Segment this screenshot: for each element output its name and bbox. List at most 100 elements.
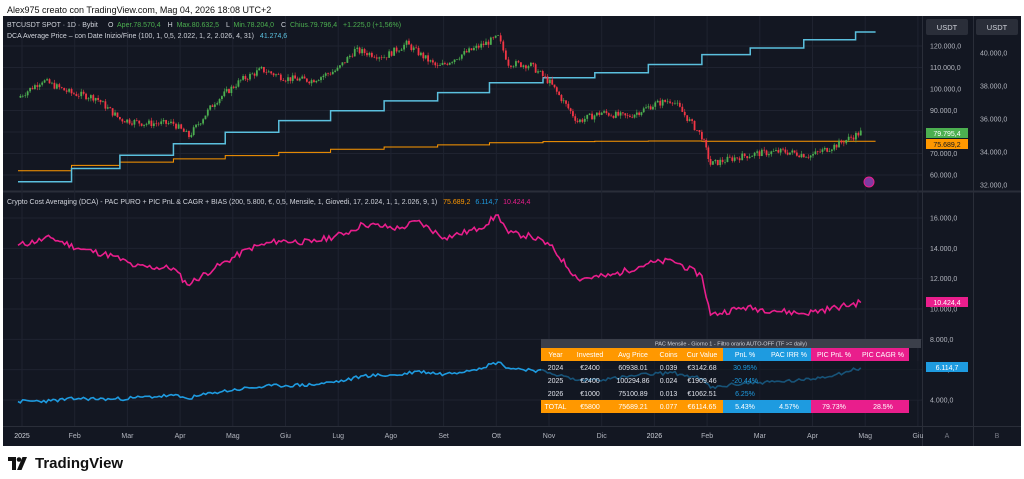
candle-body xyxy=(429,60,432,62)
candle-body xyxy=(431,60,434,63)
candle-body xyxy=(600,112,603,115)
candle-body xyxy=(87,98,90,100)
candle-body xyxy=(583,118,586,122)
candle-body xyxy=(603,111,605,113)
candle-body xyxy=(85,93,87,100)
candle-body xyxy=(195,124,197,128)
candle-body xyxy=(148,120,150,124)
candle-body xyxy=(598,112,601,115)
candle-body xyxy=(185,130,188,132)
table-total-value: 0.077 xyxy=(660,404,678,411)
candle-body xyxy=(80,91,83,97)
candle-body xyxy=(510,65,512,67)
table-header-label: Cur Value xyxy=(687,352,718,359)
candle-body xyxy=(671,102,674,104)
candle-body xyxy=(512,66,515,67)
candle-body xyxy=(823,147,826,150)
x-axis-label: Mag xyxy=(226,433,240,440)
x-axis-corner-b[interactable]: B xyxy=(995,433,1000,440)
candle-body xyxy=(70,89,73,94)
candle-body xyxy=(520,62,522,67)
candle-body xyxy=(92,95,95,101)
table-cell: 75100.89 xyxy=(618,391,647,398)
price-candles xyxy=(19,32,862,168)
usdt-axis-badge[interactable] xyxy=(926,19,968,35)
top-indicator-label: DCA Average Price – con Date Inizio/Fine… xyxy=(7,33,287,40)
x-axis-label: Mar xyxy=(754,433,767,440)
candle-body xyxy=(805,157,807,158)
candle-body xyxy=(830,149,833,151)
table-cell: 60938.01 xyxy=(618,365,647,372)
candle-body xyxy=(249,73,251,80)
candle-body xyxy=(420,52,422,56)
candle-body xyxy=(522,65,525,67)
candle-body xyxy=(180,124,183,129)
top-pane-symbol: BTCUSDT SPOT · 1D · Bybit xyxy=(7,22,98,29)
far-axis-tick: 36.000,0 xyxy=(980,117,1007,124)
candle-body xyxy=(733,157,736,161)
candle-body xyxy=(705,139,708,148)
candle-body xyxy=(546,76,549,84)
candle-body xyxy=(728,156,731,158)
table-header-cell xyxy=(767,348,811,361)
table-total-cell xyxy=(767,400,811,413)
candle-body xyxy=(753,152,756,156)
candle-body xyxy=(619,112,622,116)
candle-body xyxy=(661,99,664,106)
candle-body xyxy=(155,123,158,125)
candle-body xyxy=(610,115,613,117)
candle-body xyxy=(768,154,770,156)
far-axis-background xyxy=(974,16,1021,446)
top-pane-grid xyxy=(3,16,922,426)
pac-stats-table: PAC Mensile - Giorno 1 - Filtro orario A… xyxy=(541,339,921,413)
candle-body xyxy=(779,148,782,153)
x-axis-corner-a[interactable]: A xyxy=(945,433,950,440)
table-header-label: Invested xyxy=(577,352,604,359)
candle-body xyxy=(94,98,97,101)
candle-body xyxy=(494,35,497,38)
candle-body xyxy=(850,136,852,138)
candle-body xyxy=(348,55,351,58)
candle-body xyxy=(475,45,478,48)
candle-body xyxy=(221,96,223,100)
candle-body xyxy=(847,136,850,141)
candle-body xyxy=(647,106,650,108)
candle-body xyxy=(143,124,145,126)
candle-body xyxy=(351,55,354,57)
usdt-far-axis-badge[interactable] xyxy=(976,19,1018,35)
candle-body xyxy=(383,57,386,59)
candle-body xyxy=(802,154,805,158)
candle-body xyxy=(859,130,862,136)
candle-body xyxy=(654,102,657,107)
candle-body xyxy=(324,73,327,76)
candle-body xyxy=(287,77,289,82)
candle-body xyxy=(487,41,490,45)
candle-body xyxy=(378,57,381,59)
candle-body xyxy=(666,101,669,103)
table-total-value: 75689.21 xyxy=(618,404,647,411)
bottom-indicator-label: Crypto Cost Averaging (DCA) - PAC PURO +… xyxy=(7,199,531,206)
alert-icon[interactable] xyxy=(863,176,875,188)
price-badge xyxy=(926,128,968,138)
tradingview-wordmark: TradingView xyxy=(35,455,124,472)
candle-body xyxy=(385,57,388,59)
value-badge-text: 6.114,7 xyxy=(936,365,959,372)
tradingview-logo[interactable]: TradingView xyxy=(8,455,123,472)
candle-body xyxy=(21,95,24,97)
table-cell: €2400 xyxy=(580,378,600,385)
table-total-cell xyxy=(610,400,656,413)
candle-body xyxy=(612,115,615,118)
candle-body xyxy=(499,35,502,42)
candle-body xyxy=(65,90,68,92)
candle-body xyxy=(477,45,480,48)
candle-body xyxy=(331,71,334,75)
candle-body xyxy=(746,156,749,159)
table-header-cell xyxy=(723,348,767,361)
candle-body xyxy=(770,151,773,155)
candle-body xyxy=(343,62,346,63)
candle-body xyxy=(202,119,205,124)
table-header-label: PIC PnL % xyxy=(817,352,851,359)
candle-body xyxy=(765,150,768,156)
x-axis-label: 2025 xyxy=(14,433,30,440)
